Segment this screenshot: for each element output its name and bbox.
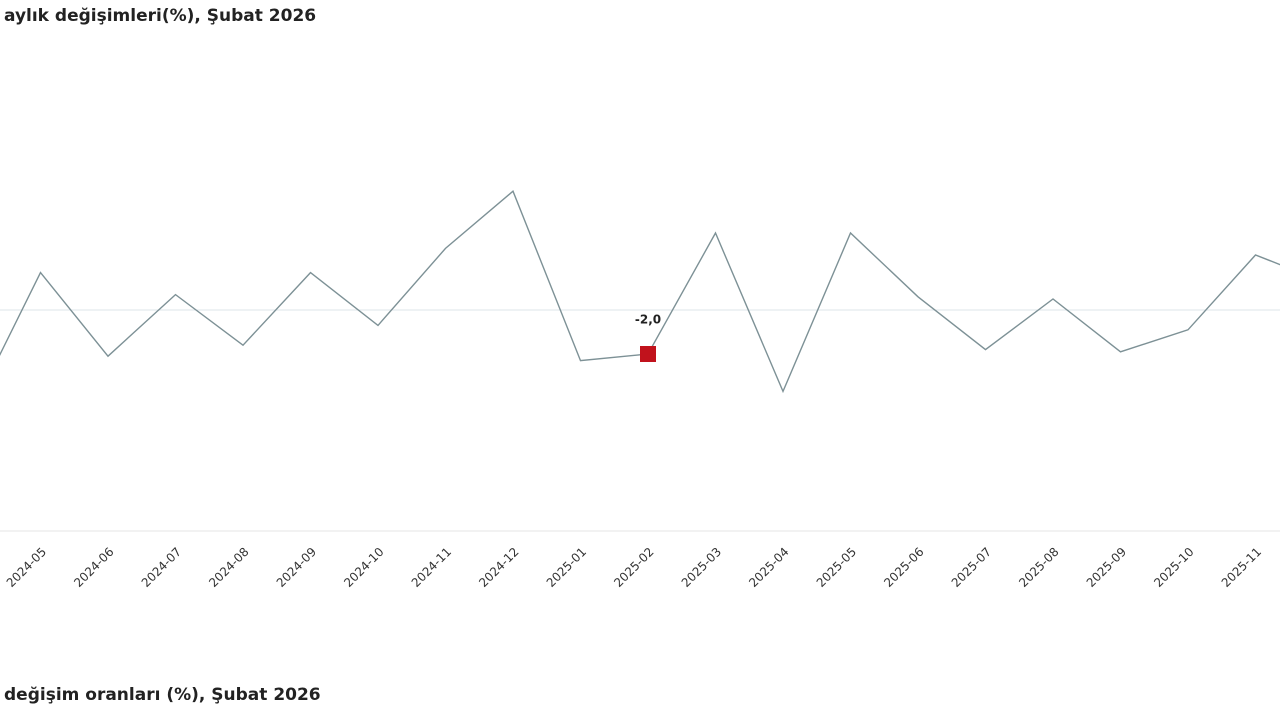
x-tick-label: 2025-10 <box>1151 545 1196 590</box>
x-tick-label: 2024-07 <box>139 545 184 590</box>
x-tick-label: 2024-09 <box>274 545 319 590</box>
x-tick-label: 2024-11 <box>409 545 454 590</box>
x-tick-label: 2024-12 <box>476 545 521 590</box>
x-tick-label: 2025-01 <box>544 545 589 590</box>
x-tick-label: 2024-10 <box>341 545 386 590</box>
x-tick-label: 2024-06 <box>71 545 116 590</box>
value-label: -2,0 <box>635 313 661 327</box>
x-tick-label: 2025-09 <box>1084 545 1129 590</box>
x-tick-label: 2024-05 <box>4 545 49 590</box>
x-tick-label: 2025-02 <box>611 545 656 590</box>
x-tick-label: 2025-08 <box>1016 545 1061 590</box>
highlight-marker <box>640 346 656 362</box>
x-tick-label: 2025-05 <box>814 545 859 590</box>
x-tick-label: 2025-07 <box>949 545 994 590</box>
chart-title: aylık değişimleri(%), Şubat 2026 <box>4 6 316 26</box>
x-tick-label: 2025-06 <box>881 545 926 590</box>
x-tick-label: 2024-08 <box>206 545 251 590</box>
chart-subtitle: değişim oranları (%), Şubat 2026 <box>4 685 321 705</box>
x-tick-label: 2025-11 <box>1219 545 1264 590</box>
x-tick-label: 2025-03 <box>679 545 724 590</box>
data-line <box>0 190 1280 394</box>
x-tick-label: 2025-04 <box>746 545 791 590</box>
